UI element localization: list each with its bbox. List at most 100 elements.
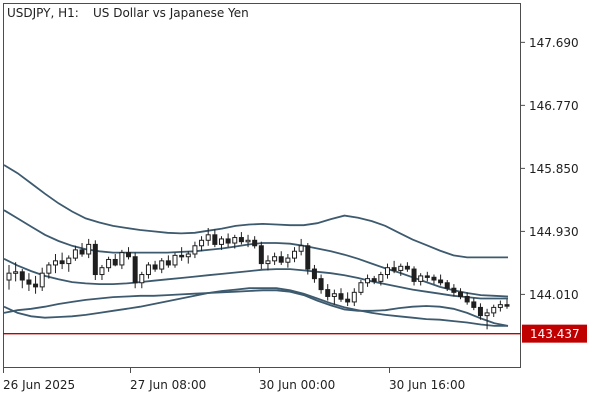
candle-body: [497, 304, 503, 308]
candle: [338, 288, 344, 302]
candle-body: [172, 254, 178, 266]
candle: [365, 274, 371, 287]
candle-body: [92, 243, 98, 276]
candle-body: [72, 249, 78, 259]
candle-body: [245, 239, 251, 243]
time-axis-label: 30 Jun 00:00: [259, 378, 335, 392]
candle-body: [378, 274, 384, 282]
candle-body: [86, 243, 92, 255]
candle: [159, 258, 165, 274]
candle-body: [371, 278, 377, 282]
candle-body: [471, 301, 477, 308]
candle-body: [424, 275, 430, 278]
candle: [106, 256, 112, 272]
candle: [384, 263, 390, 279]
time-axis-label: 30 Jun 16:00: [389, 378, 465, 392]
candle: [278, 251, 284, 265]
candle: [444, 280, 450, 291]
candle-body: [285, 257, 291, 263]
candle: [477, 303, 483, 320]
candle-body: [152, 264, 158, 270]
candle-body: [404, 265, 410, 270]
candle: [272, 252, 278, 265]
candle-body: [305, 245, 311, 270]
candle-body: [338, 293, 344, 300]
candle-body: [159, 260, 165, 270]
candle-body: [13, 271, 19, 274]
candle: [497, 300, 503, 312]
candle: [285, 253, 291, 268]
candle: [86, 238, 92, 259]
candle-body: [205, 234, 211, 241]
candle: [172, 252, 178, 268]
candle-body: [139, 274, 145, 284]
candle-body: [477, 306, 483, 317]
candle: [398, 263, 404, 276]
candle: [59, 252, 65, 270]
candle-body: [238, 237, 244, 243]
candle-body: [345, 298, 351, 303]
candle-body: [464, 295, 470, 303]
plot-frame: [3, 3, 521, 368]
candle-body: [192, 245, 198, 255]
candle: [126, 247, 132, 260]
candle-body: [411, 268, 417, 282]
candle-body: [218, 238, 224, 245]
candle: [165, 255, 171, 268]
bollinger-middle-line: [3, 257, 508, 300]
price-axis[interactable]: 147.690 146.770 145.850 144.930 144.010: [520, 36, 579, 302]
candle: [311, 264, 317, 283]
candle: [6, 264, 12, 290]
candle-body: [199, 239, 205, 247]
candle-body: [145, 264, 151, 276]
price-axis-label: 146.770: [529, 99, 579, 113]
candle: [431, 274, 437, 285]
candle: [298, 238, 304, 256]
candle-body: [398, 265, 404, 271]
time-axis-label: 26 Jun 2025: [3, 378, 75, 392]
candle: [292, 247, 298, 263]
candle-body: [179, 254, 185, 258]
candle: [232, 234, 238, 249]
candle: [33, 275, 39, 294]
candle: [212, 229, 218, 248]
candle: [484, 308, 490, 330]
candle-body: [278, 256, 284, 263]
candle: [504, 299, 510, 309]
candle: [185, 251, 191, 264]
candle-body: [46, 264, 52, 274]
candle: [225, 233, 231, 248]
candle: [66, 255, 72, 272]
time-axis[interactable]: 26 Jun 2025 27 Jun 08:00 30 Jun 00:00 30 Ju…: [3, 367, 465, 392]
candle-body: [325, 289, 331, 297]
current-price-tag-bg: [522, 324, 587, 343]
candle: [139, 271, 145, 289]
candle-body: [504, 304, 510, 307]
candle-body: [365, 278, 371, 284]
candle: [199, 236, 205, 252]
candle: [491, 304, 497, 318]
candle-body: [52, 260, 58, 266]
candle-body: [484, 312, 490, 317]
candle: [218, 236, 224, 250]
candle: [13, 262, 19, 282]
candle-body: [6, 272, 12, 281]
candle-body: [132, 256, 138, 284]
candle: [418, 273, 424, 286]
candle: [99, 264, 105, 281]
candle: [325, 284, 331, 301]
candle-body: [258, 245, 264, 265]
candle-body: [351, 291, 357, 303]
candle-body: [119, 252, 125, 266]
candle-body: [438, 279, 444, 284]
candle: [258, 241, 264, 270]
candle: [351, 288, 357, 307]
candle: [192, 241, 198, 259]
candle-body: [185, 253, 191, 258]
candle: [378, 271, 384, 286]
candle: [46, 262, 52, 279]
candle-body: [358, 282, 364, 293]
candle-body: [451, 287, 457, 293]
